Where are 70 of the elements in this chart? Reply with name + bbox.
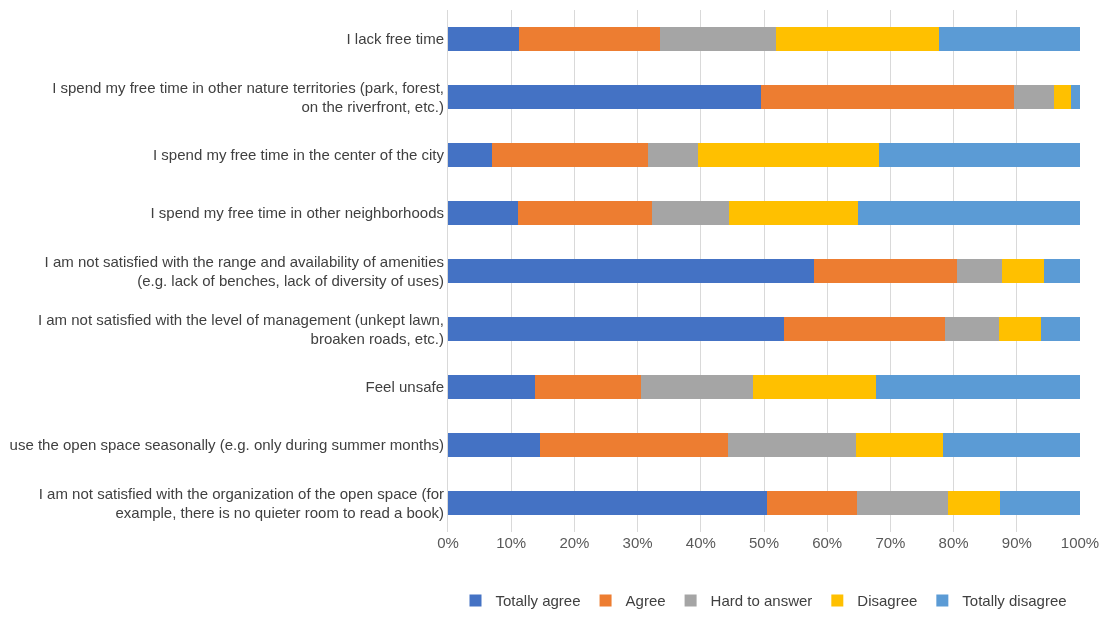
bar	[944, 317, 1000, 341]
x-tick-label: 0%	[437, 534, 459, 551]
y-tick-label: I am not satisfied with the level of management (unkept lawn, broaken roads, etc.)	[37, 310, 444, 347]
bar	[448, 201, 518, 225]
legend-label: Totally disagree	[962, 592, 1067, 610]
bar	[448, 375, 535, 399]
bar	[776, 27, 940, 51]
bar	[492, 143, 648, 167]
bar	[1040, 317, 1080, 341]
bar	[517, 201, 652, 225]
x-tick-label: 40%	[685, 534, 716, 551]
bar	[534, 375, 642, 399]
bar	[448, 433, 540, 457]
bar	[999, 317, 1041, 341]
legend-label: Hard to answer	[710, 592, 813, 610]
x-tick-label: 70%	[875, 534, 906, 551]
legend-label: Agree	[625, 592, 666, 610]
bar	[518, 27, 661, 51]
bar	[1054, 85, 1071, 109]
bar	[1013, 85, 1055, 109]
y-tick-label: I am not satisfied with the range and availability of amenities (e.g. lack of benches, lack of diversity of uses)	[44, 252, 444, 289]
y-tick-label: use the open space seasonally (e.g. only during summer months)	[9, 436, 444, 454]
bar	[1001, 259, 1044, 283]
bar	[728, 201, 859, 225]
y-tick-label: I spend my free time in the center of the city	[153, 146, 445, 164]
bar	[942, 433, 1080, 457]
x-tick-label: 60%	[812, 534, 843, 551]
bar	[647, 143, 699, 167]
bar	[875, 375, 1080, 399]
bar	[947, 491, 1000, 515]
bar	[448, 27, 519, 51]
bar	[448, 491, 768, 515]
bar	[448, 259, 814, 283]
x-tick-label: 90%	[1001, 534, 1032, 551]
bar	[767, 491, 857, 515]
bar	[448, 317, 785, 341]
y-tick-label: I lack free time	[346, 30, 444, 48]
x-tick-label: 80%	[938, 534, 969, 551]
y-tick-label: I spend my free time in other neighborhoods	[150, 204, 444, 222]
bar	[448, 143, 493, 167]
bar	[641, 375, 753, 399]
bar	[858, 201, 1080, 225]
x-tick-label: 10%	[496, 534, 527, 551]
x-tick-label: 100%	[1060, 534, 1100, 551]
y-tick-label: I spend my free time in other nature territories (park, forest, on the riverfront, etc.)	[52, 78, 444, 115]
bar	[1070, 85, 1080, 109]
bar	[855, 433, 943, 457]
bar	[999, 491, 1080, 515]
x-tick-label: 30%	[622, 534, 653, 551]
x-tick-label: 50%	[748, 534, 780, 551]
legend-label: Disagree	[857, 592, 918, 610]
bar	[660, 27, 777, 51]
bar	[856, 491, 948, 515]
x-tick-label: 20%	[559, 534, 590, 551]
bar	[698, 143, 880, 167]
bar	[813, 259, 957, 283]
bar	[939, 27, 1080, 51]
legend-label: Totally agree	[495, 592, 581, 610]
bar	[727, 433, 856, 457]
bar	[760, 85, 1014, 109]
bar	[879, 143, 1080, 167]
bar	[448, 85, 761, 109]
y-tick-label: I am not satisfied with the organization of the open space (for example, there is no quieter room to read a book)	[38, 484, 444, 521]
bar	[539, 433, 728, 457]
y-tick-label: Feel unsafe	[365, 378, 444, 396]
bar	[1043, 259, 1080, 283]
bar	[784, 317, 945, 341]
bar	[956, 259, 1002, 283]
bar	[651, 201, 729, 225]
bar	[752, 375, 876, 399]
